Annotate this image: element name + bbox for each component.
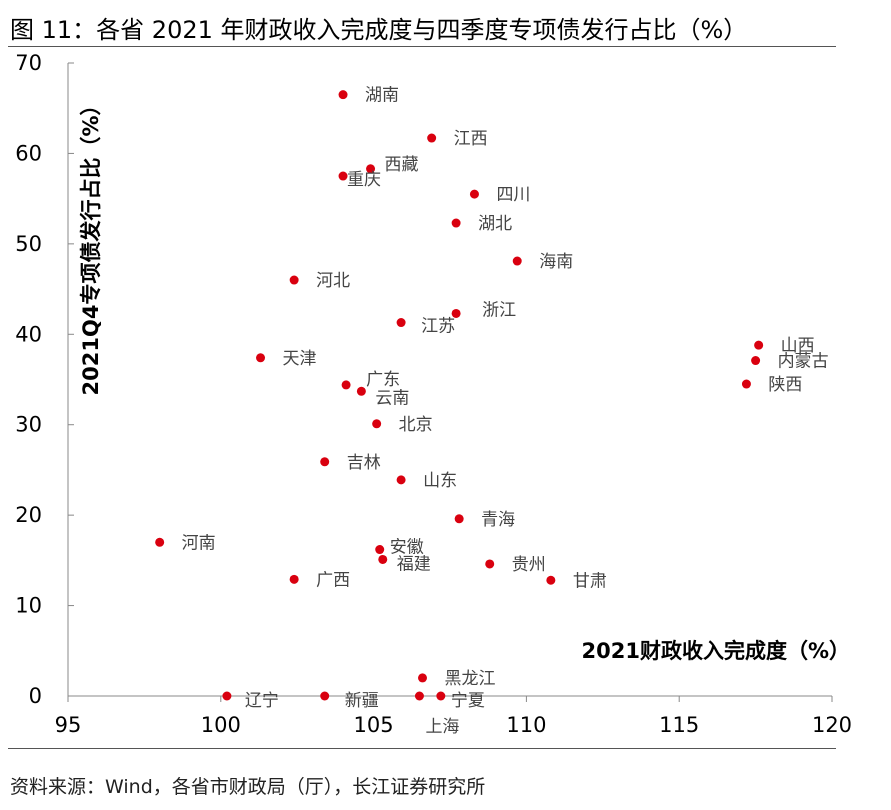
data-point xyxy=(751,356,760,365)
point-label: 河北 xyxy=(316,271,350,291)
data-point xyxy=(455,514,464,523)
point-label: 辽宁 xyxy=(245,691,279,711)
point-label: 江西 xyxy=(454,129,488,149)
y-tick-label: 10 xyxy=(15,594,42,618)
point-label: 甘肃 xyxy=(573,571,607,591)
y-tick-label: 0 xyxy=(29,684,42,708)
x-tick-label: 115 xyxy=(659,713,699,737)
point-label: 浙江 xyxy=(482,300,516,320)
data-point xyxy=(418,673,427,682)
y-tick-label: 30 xyxy=(15,413,42,437)
point-label: 四川 xyxy=(496,185,530,205)
data-point xyxy=(155,538,164,547)
point-label: 山东 xyxy=(423,471,457,491)
data-point xyxy=(485,559,494,568)
data-point xyxy=(357,387,366,396)
data-point xyxy=(339,90,348,99)
point-label: 北京 xyxy=(399,415,433,435)
y-tick-label: 20 xyxy=(15,503,42,527)
x-tick-label: 95 xyxy=(55,713,82,737)
data-point xyxy=(436,692,445,701)
y-tick-label: 50 xyxy=(15,232,42,256)
data-point xyxy=(375,545,384,554)
point-label: 海南 xyxy=(539,252,573,272)
data-point xyxy=(397,318,406,327)
data-point xyxy=(470,190,479,199)
data-point xyxy=(372,419,381,428)
data-point xyxy=(222,692,231,701)
data-point xyxy=(290,575,299,584)
source-rule xyxy=(8,748,836,749)
source-note: 资料来源：Wind，各省市财政局（厅），长江证券研究所 xyxy=(10,772,485,799)
y-tick-label: 60 xyxy=(15,141,42,165)
point-label: 青海 xyxy=(481,510,515,530)
point-label: 天津 xyxy=(283,349,317,369)
point-label: 陕西 xyxy=(768,375,802,395)
point-label: 黑龙江 xyxy=(444,669,495,689)
point-label: 湖北 xyxy=(478,214,512,234)
point-label: 广东 xyxy=(366,370,400,390)
x-tick-label: 110 xyxy=(506,713,546,737)
point-label: 上海 xyxy=(425,717,459,737)
point-label: 西藏 xyxy=(385,155,419,175)
axes: 0 10 20 30 40 50 60 70 95 100 105 110 115 120 xyxy=(15,51,852,737)
data-point xyxy=(256,353,265,362)
data-point xyxy=(320,692,329,701)
point-label: 宁夏 xyxy=(451,691,485,711)
x-tick-label: 105 xyxy=(354,713,394,737)
point-label: 内蒙古 xyxy=(778,352,829,372)
point-label: 河南 xyxy=(182,533,216,553)
point-label: 湖南 xyxy=(365,86,399,106)
y-tick-label: 70 xyxy=(15,51,42,75)
data-point xyxy=(342,380,351,389)
x-tick-label: 100 xyxy=(201,713,241,737)
data-points xyxy=(155,90,763,700)
y-axis-title: 2021Q4专项债发行占比（%） xyxy=(79,95,103,396)
data-point xyxy=(378,555,387,564)
point-label: 吉林 xyxy=(347,453,381,473)
data-point xyxy=(415,692,424,701)
point-label: 重庆 xyxy=(347,170,381,190)
data-point xyxy=(452,219,461,228)
data-point xyxy=(742,380,751,389)
point-label: 云南 xyxy=(375,388,409,408)
point-label: 广西 xyxy=(316,570,350,590)
data-point xyxy=(427,134,436,143)
x-axis-title: 2021财政收入完成度（%） xyxy=(582,639,851,663)
data-point xyxy=(320,457,329,466)
data-point xyxy=(546,576,555,585)
point-label: 新疆 xyxy=(345,691,379,711)
x-tick-label: 120 xyxy=(812,713,852,737)
data-point xyxy=(290,276,299,285)
scatter-chart: 0 10 20 30 40 50 60 70 95 100 105 110 115 120 湖南江西西藏重… xyxy=(0,0,891,750)
y-tick-label: 40 xyxy=(15,322,42,346)
point-label: 贵州 xyxy=(512,555,546,575)
data-point xyxy=(397,475,406,484)
data-point xyxy=(513,257,522,266)
data-point xyxy=(754,341,763,350)
point-label: 福建 xyxy=(397,554,431,574)
point-label: 江苏 xyxy=(421,317,455,337)
